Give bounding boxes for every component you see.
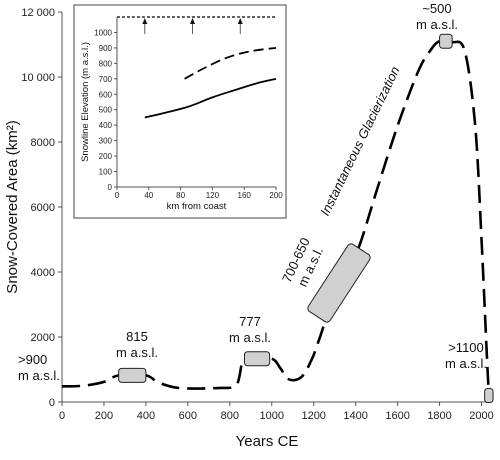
inset-y-tick-label: 800 [99, 59, 113, 68]
x-tick-label: 200 [95, 410, 113, 422]
inset-arrow-up-icon [237, 18, 243, 24]
annotation-900-text: >900 m a.s.l. [18, 352, 60, 383]
annotation-instantaneous-glacierization: Instantaneous Glacierization [317, 64, 402, 218]
inset-x-tick-label: 80 [176, 191, 185, 200]
inset-y-tick-label: 600 [99, 90, 113, 99]
x-tick-label: 1400 [343, 410, 367, 422]
inset-y-tick-label: 300 [99, 137, 113, 146]
annotation-box-1100 [484, 388, 494, 403]
y-tick-label: 10 000 [21, 72, 55, 84]
inset-arrow-up-icon [142, 18, 148, 24]
inset-y-tick-label: 200 [99, 152, 113, 161]
x-tick-label: 600 [179, 410, 197, 422]
annotation-500-text: ~500 m a.s.l. [416, 1, 458, 32]
inset-y-axis-title: Snowline Elevation (m a.s.l.) [80, 42, 91, 162]
inset-y-tick-label: 700 [99, 75, 113, 84]
x-tick-label: 1200 [301, 410, 325, 422]
inset-x-tick-label: 0 [115, 191, 120, 200]
x-tick-label: 1600 [385, 410, 409, 422]
x-tick-label: 800 [221, 410, 239, 422]
y-tick-label: 12 000 [21, 7, 55, 19]
annotation-box-815 [118, 367, 147, 383]
y-tick-label: 8000 [31, 137, 55, 149]
inset-y-tick-label: 0 [108, 183, 113, 192]
snow-area-series-line [61, 39, 491, 396]
inset-x-tick-label: 160 [238, 191, 252, 200]
inset-x-axis-title: km from coast [167, 201, 227, 212]
inset-frame [73, 4, 287, 219]
annotation-900: >900 m a.s.l. [18, 352, 60, 383]
inset-y-tick-label: 500 [99, 106, 113, 115]
inset-x-tick-label: 40 [144, 191, 153, 200]
inset-series-solid [144, 77, 277, 119]
x-axis-title: Years CE [236, 433, 299, 450]
inset-series-dashed [184, 47, 277, 80]
inset-chart: 0 40 80 120 160 200 0 100 200 300 400 500 600 700 800 9… [73, 4, 287, 219]
y-tick-label: 0 [49, 397, 55, 409]
x-tick-label: 0 [59, 410, 65, 422]
annotation-box-777 [243, 351, 271, 367]
inset-y-tick-label: 400 [99, 121, 113, 130]
annotation-box-500 [439, 33, 453, 49]
inset-x-tick-label: 200 [269, 191, 283, 200]
x-tick-label: 1000 [260, 410, 284, 422]
inset-arrow-up-icon [190, 18, 196, 24]
annotation-500: ~500 m a.s.l. [416, 1, 458, 32]
annotation-777: 777 m a.s.l. [229, 314, 271, 345]
inset-x-tick-label: 120 [206, 191, 220, 200]
inset-y-tick-label: 100 [99, 168, 113, 177]
annotation-box-700-650-rect [307, 243, 371, 323]
main-axes: 0 200 400 600 800 1000 1200 1400 1600 1800 2000020… [4, 7, 494, 450]
main-series [61, 39, 491, 396]
annotation-700-650-text: 700-650m a.s.l. [279, 235, 327, 291]
y-tick-label: 6000 [31, 202, 55, 214]
x-tick-label: 2000 [469, 410, 493, 422]
annotation-815: 815 m a.s.l. [116, 329, 158, 360]
annotation-1100-text: >1100 m a.s.l. [445, 340, 487, 371]
x-tick-label: 400 [137, 410, 155, 422]
y-tick-label: 2000 [31, 332, 55, 344]
inset-y-tick-label: 1000 [94, 28, 112, 37]
inset-y-tick-label: 900 [99, 44, 113, 53]
x-tick-label: 1800 [427, 410, 451, 422]
annotation-777-text: 777 m a.s.l. [229, 314, 271, 345]
y-axis-title: Snow-Covered Area (km²) [4, 120, 21, 293]
annotation-815-text: 815 m a.s.l. [116, 329, 158, 360]
annotation-box-700-650 [307, 243, 371, 323]
annotation-1100: >1100 m a.s.l. [445, 340, 487, 371]
annotation-700-650: 700-650m a.s.l. [279, 235, 327, 291]
y-tick-label: 4000 [31, 267, 55, 279]
